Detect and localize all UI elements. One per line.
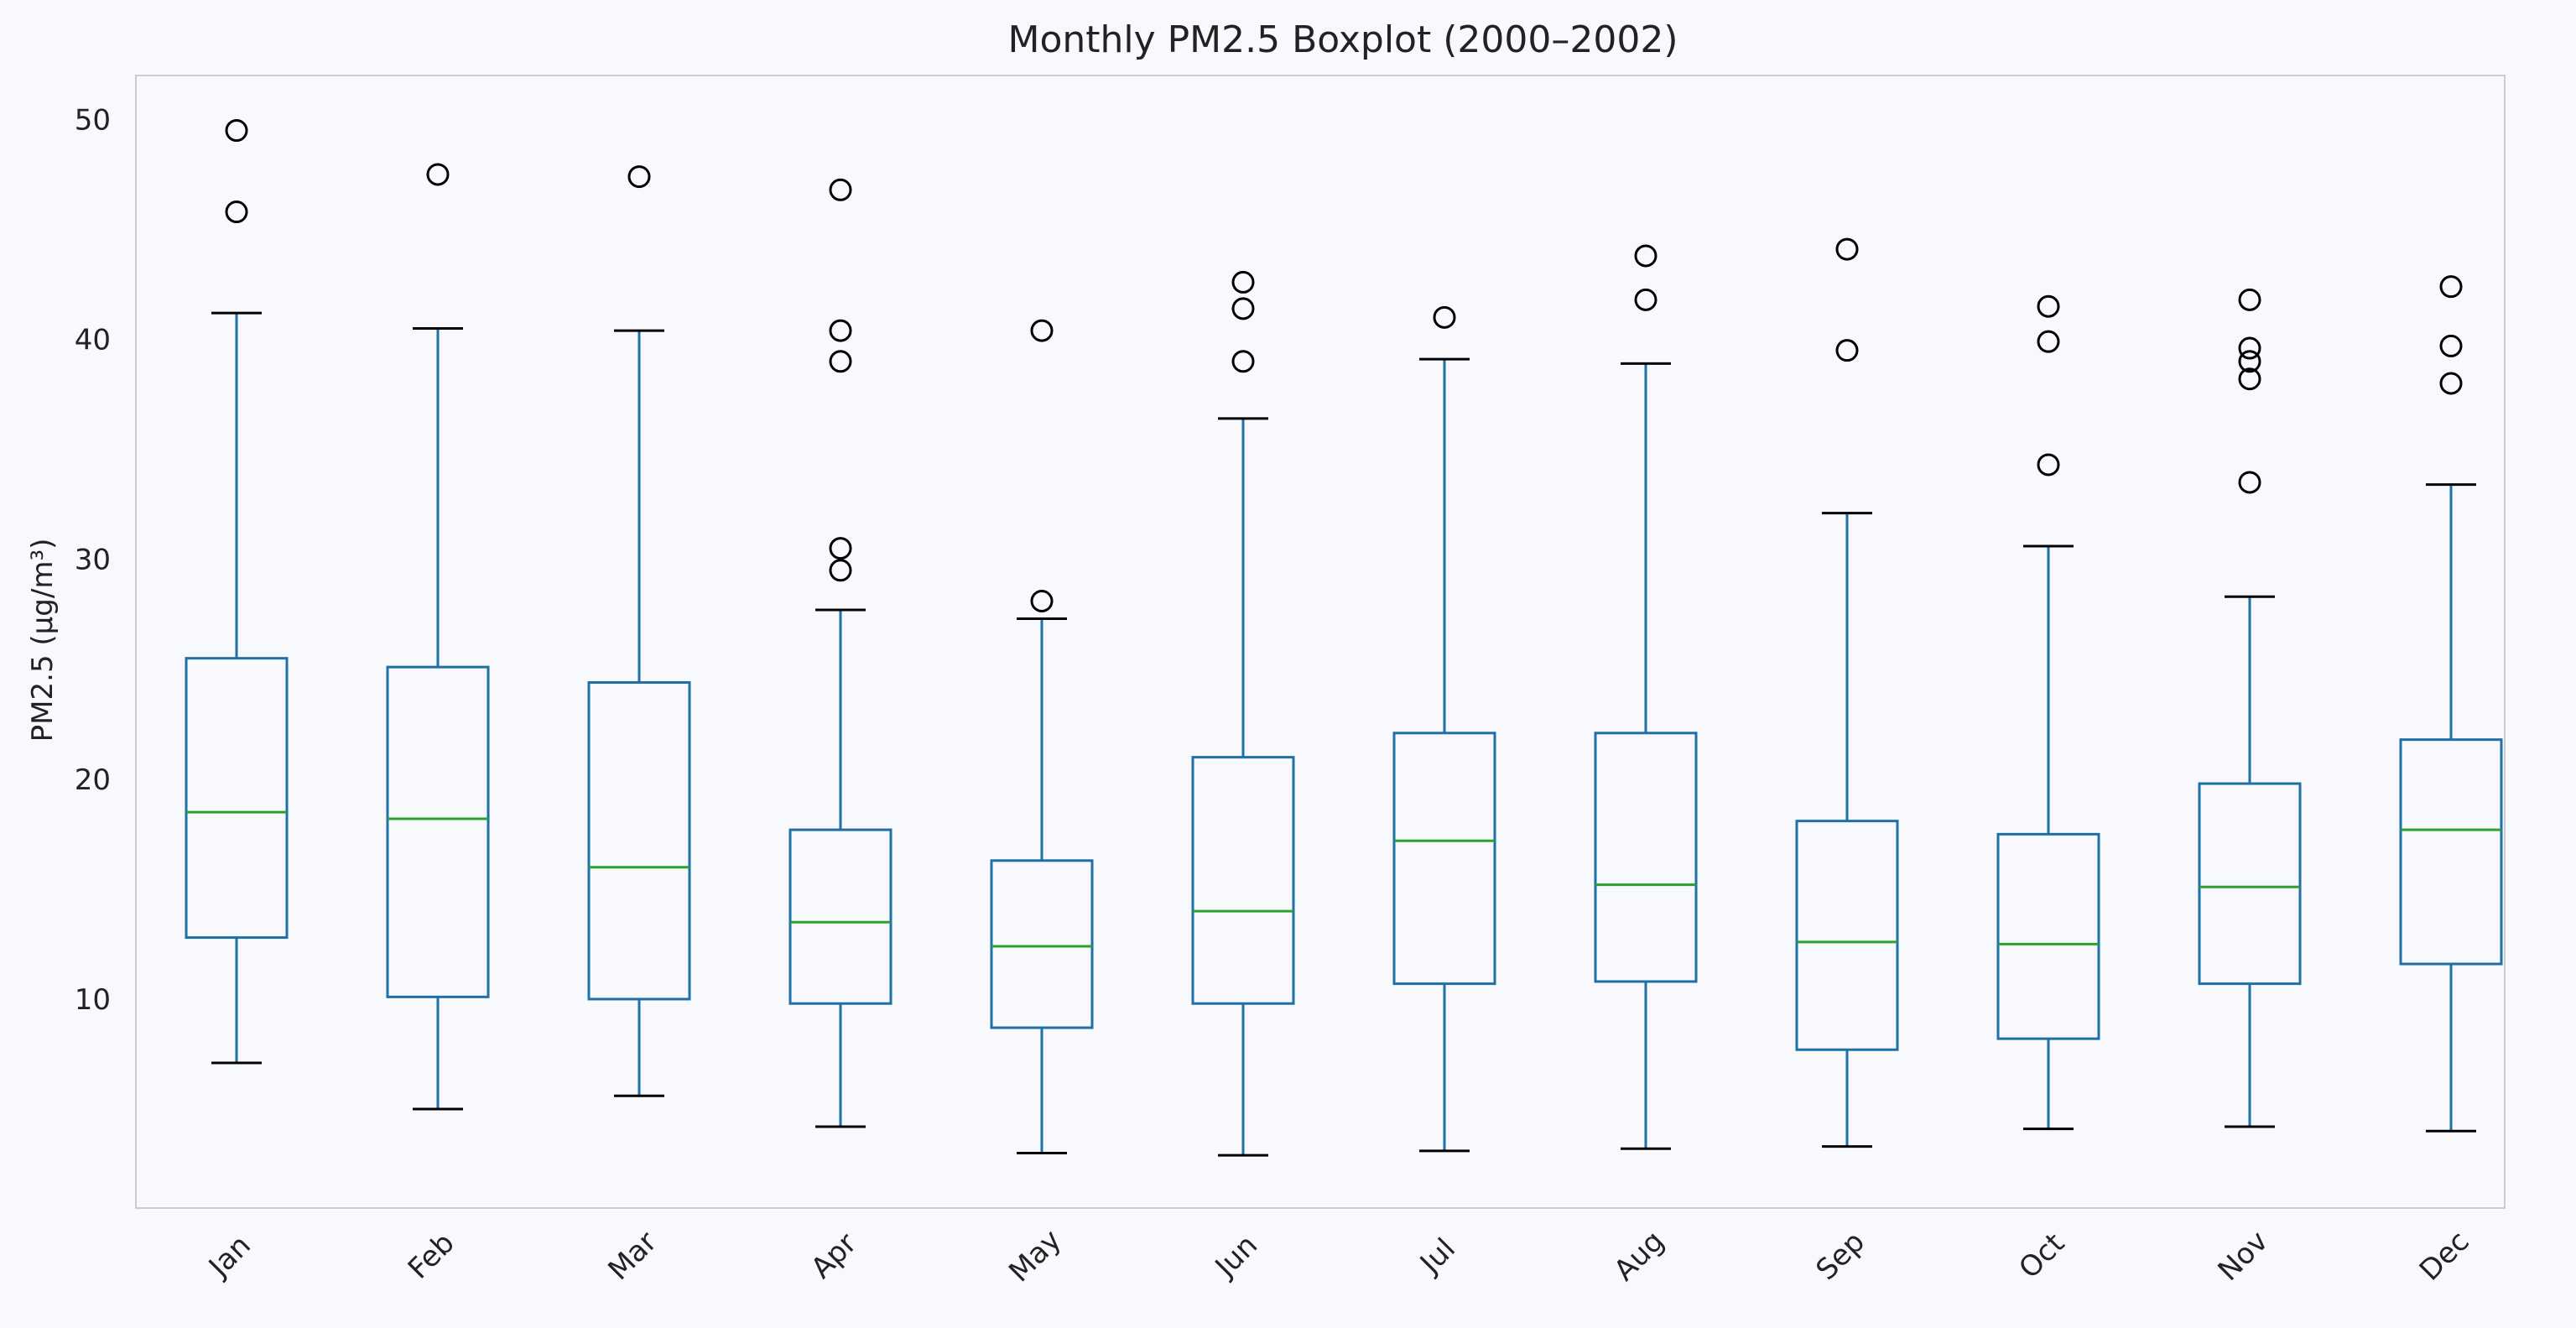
- y-axis-ticks: 10 20 30 40 50: [75, 103, 111, 1017]
- iqr-box: [185, 657, 289, 940]
- outlier-point: [829, 319, 852, 342]
- plot-frame: [135, 75, 2506, 1209]
- outlier-point: [829, 537, 852, 560]
- boxes-layer: [185, 119, 2503, 1157]
- box-aug: [1594, 244, 1698, 1150]
- outlier-point: [2037, 453, 2060, 477]
- box-mar: [587, 165, 691, 1097]
- outlier-point: [1634, 244, 1657, 268]
- outlier-point: [829, 559, 852, 582]
- y-tick-label: 10: [75, 983, 111, 1017]
- outlier-point: [1835, 339, 1859, 362]
- box-may: [990, 319, 1094, 1154]
- iqr-box: [1795, 820, 1899, 1051]
- outlier-point: [1835, 237, 1859, 261]
- box-oct: [1996, 294, 2100, 1131]
- outlier-point: [1030, 590, 1054, 613]
- outlier-point: [829, 178, 852, 201]
- box-dec: [2399, 275, 2503, 1133]
- box-sep: [1795, 237, 1899, 1148]
- y-tick-label: 40: [75, 324, 111, 357]
- outlier-point: [1231, 297, 1255, 320]
- box-nov: [2198, 288, 2302, 1128]
- outlier-point: [2238, 471, 2261, 494]
- iqr-box: [2399, 738, 2503, 966]
- y-tick-label: 50: [75, 103, 111, 137]
- iqr-box: [2198, 782, 2302, 986]
- outlier-point: [2439, 372, 2463, 395]
- chart-title: Monthly PM2.5 Boxplot (2000–2002): [1007, 18, 1678, 61]
- outlier-point: [2238, 367, 2261, 391]
- box-jan: [185, 119, 289, 1065]
- outlier-point: [2037, 294, 2060, 318]
- outlier-point: [829, 350, 852, 373]
- outlier-point: [2037, 330, 2060, 353]
- box-jun: [1191, 270, 1295, 1157]
- iqr-box: [1392, 732, 1496, 986]
- outlier-point: [627, 165, 651, 189]
- iqr-box: [1594, 732, 1698, 983]
- outlier-point: [2439, 275, 2463, 299]
- y-tick-label: 30: [75, 544, 111, 577]
- outlier-point: [2238, 336, 2261, 360]
- outlier-point: [2439, 334, 2463, 357]
- outlier-point: [1231, 270, 1255, 294]
- iqr-box: [1996, 832, 2100, 1040]
- iqr-box: [788, 828, 892, 1005]
- iqr-box: [990, 859, 1094, 1029]
- outlier-point: [1231, 350, 1255, 373]
- outlier-point: [225, 201, 248, 224]
- box-jul: [1392, 305, 1496, 1153]
- outlier-point: [2238, 288, 2261, 311]
- outlier-point: [1634, 288, 1657, 311]
- y-tick-label: 20: [75, 763, 111, 797]
- y-axis-label: PM2.5 (μg/m³): [26, 539, 60, 742]
- box-feb: [386, 163, 490, 1111]
- outlier-point: [1433, 305, 1456, 329]
- box-apr: [788, 178, 892, 1128]
- iqr-box: [1191, 756, 1295, 1005]
- iqr-box: [386, 665, 490, 998]
- outlier-point: [1030, 319, 1054, 342]
- iqr-box: [587, 680, 691, 1001]
- outlier-point: [225, 119, 248, 143]
- outlier-point: [2238, 350, 2261, 373]
- outlier-point: [426, 163, 450, 186]
